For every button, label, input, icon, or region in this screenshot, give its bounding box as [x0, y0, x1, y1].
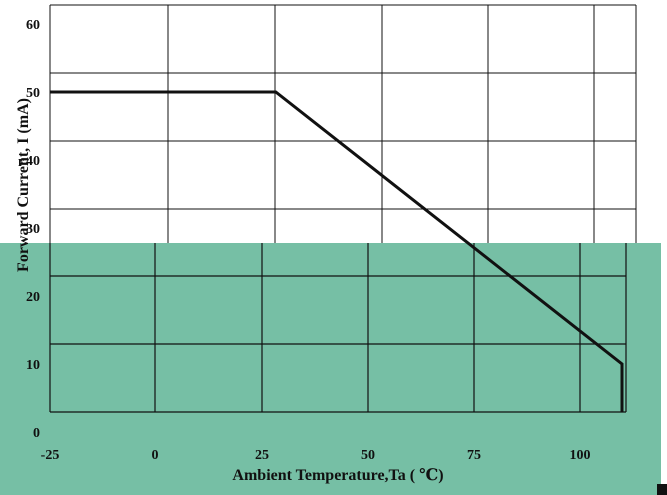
y-tick-label-30: 30 — [26, 222, 40, 237]
top-panel-background — [0, 0, 667, 243]
y-tick-label-0: 0 — [33, 426, 40, 441]
y-tick-label-10: 10 — [26, 358, 40, 373]
series-group — [50, 90, 624, 412]
y-axis-title: Forward Current, I (mA) — [15, 98, 32, 272]
corner-marker — [657, 484, 667, 495]
x-tick-label-50: 50 — [361, 448, 375, 463]
derating-curve — [50, 90, 624, 412]
y-axis-title-subscript: F — [18, 158, 24, 169]
x-tick-label--25: -25 — [41, 448, 60, 463]
x-tick-label-25: 25 — [255, 448, 269, 463]
grid — [49, 4, 637, 413]
y-tick-label-60: 60 — [26, 18, 40, 33]
y-tick-labels: 0 10 20 30 40 50 60 — [26, 18, 40, 441]
x-tick-labels: -25 0 25 50 75 100 — [41, 448, 591, 463]
x-tick-label-100: 100 — [570, 448, 591, 463]
x-tick-label-75: 75 — [467, 448, 481, 463]
y-tick-label-40: 40 — [26, 154, 40, 169]
x-axis-title: Ambient Temperature,Ta ( ℃) — [232, 467, 443, 484]
y-tick-label-20: 20 — [26, 290, 40, 305]
x-tick-label-0: 0 — [152, 448, 159, 463]
bottom-panel-background — [0, 243, 661, 495]
y-tick-label-50: 50 — [26, 86, 40, 101]
